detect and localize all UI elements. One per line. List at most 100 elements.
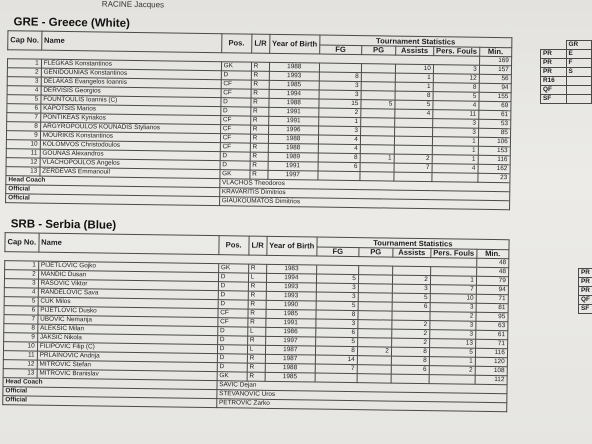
player-hand: R xyxy=(250,134,269,144)
cap-number: 2 xyxy=(4,269,39,280)
side-row: PR xyxy=(578,286,592,296)
stat-pg xyxy=(360,126,395,137)
player-hand: R xyxy=(247,318,266,328)
header-lr: L/R xyxy=(248,236,267,256)
stat-min: 153 xyxy=(478,146,511,156)
player-position: CF xyxy=(219,142,251,153)
stat-min: 108 xyxy=(474,366,508,376)
staff-role: Official xyxy=(2,395,217,408)
stat-min: 106 xyxy=(478,137,511,147)
side-round-label: PR xyxy=(578,268,592,278)
stat-min: 79 xyxy=(476,276,509,286)
stat-min: 69 xyxy=(478,101,511,111)
team-title-srb: SRB - Serbia (Blue) xyxy=(10,218,117,232)
stat-pg xyxy=(357,301,393,312)
stat-pg xyxy=(359,162,395,173)
cap-number: 2 xyxy=(7,67,42,78)
stat-pg xyxy=(360,117,395,128)
player-hand: R xyxy=(250,71,270,81)
stat-pg xyxy=(356,373,392,384)
player-hand: L xyxy=(247,327,266,337)
player-hand: R xyxy=(248,282,267,292)
team-table-srb: Cap No. Name Pos. L/R Year of Birth Tournamen… xyxy=(2,232,509,412)
stat-pg: 1 xyxy=(360,153,395,164)
header-min: Min. xyxy=(476,249,509,259)
stat-min: 71 xyxy=(475,339,508,349)
cap-number: 5 xyxy=(4,296,38,307)
side-round-label: PR xyxy=(540,67,567,77)
stat-min: 53 xyxy=(478,119,511,129)
header-cap: Cap No. xyxy=(4,232,39,253)
side-round-label: PR xyxy=(540,49,567,59)
player-hand: R xyxy=(250,125,269,135)
header-row: Cap No. Name Pos. L/R Year of Birth Tournamen… xyxy=(4,232,509,257)
player-position: D xyxy=(217,335,248,346)
side-row: SF xyxy=(540,94,592,104)
stat-min: 162 xyxy=(477,164,510,174)
stat-min: 81 xyxy=(475,303,508,313)
cap-number: 1 xyxy=(7,58,42,69)
header-pers-fouls: Pers. Fouls xyxy=(430,248,477,259)
player-position: D xyxy=(220,97,251,108)
player-hand: R xyxy=(247,300,266,310)
side-round-value xyxy=(565,94,592,104)
player-position: D xyxy=(218,272,249,283)
stat-pg xyxy=(360,90,396,101)
player-hand: R xyxy=(250,89,269,99)
cap-number: 9 xyxy=(3,332,38,343)
cap-number: 8 xyxy=(6,121,41,132)
player-hand: R xyxy=(247,291,267,301)
side-row: PR S xyxy=(540,67,592,77)
stat-pg xyxy=(360,144,395,155)
side-round-value xyxy=(565,85,592,95)
cap-number: 13 xyxy=(3,368,37,379)
stat-pg xyxy=(357,337,392,348)
player-position: CF xyxy=(220,79,251,90)
player-position: D xyxy=(221,70,252,81)
header-min: Min. xyxy=(479,47,512,57)
cap-number: 11 xyxy=(3,350,38,361)
stat-pg xyxy=(358,265,393,276)
header-assists: Assists xyxy=(392,248,431,258)
side-row: PR E xyxy=(540,49,592,59)
stat-min: 56 xyxy=(479,74,512,84)
cap-number: 12 xyxy=(6,157,40,168)
player-position: D xyxy=(217,326,248,337)
cap-number: 3 xyxy=(7,76,42,87)
side-row: PR xyxy=(578,277,592,287)
header-pg: PG xyxy=(358,247,393,258)
player-hand: R xyxy=(248,264,267,274)
side-round-value: E xyxy=(565,49,592,59)
cap-number: 4 xyxy=(7,85,41,96)
stat-pg xyxy=(361,72,396,83)
header-yob: Year of Birth xyxy=(269,34,320,55)
cap-number: 10 xyxy=(3,341,38,352)
header-pos: Pos. xyxy=(218,235,249,256)
side-header-row: GR xyxy=(541,40,592,50)
header-pos: Pos. xyxy=(221,33,252,54)
side-round-value xyxy=(565,76,592,86)
side-round-value: S xyxy=(565,67,592,77)
side-box-gre: GR PR E PR F PR S R16 QF SF xyxy=(540,40,592,104)
stat-pg xyxy=(357,355,392,366)
stat-min: 116 xyxy=(475,348,508,358)
player-position: GK xyxy=(219,169,250,180)
cap-number: 6 xyxy=(3,305,38,316)
player-hand: R xyxy=(249,161,268,171)
header-row: Cap No. Name Pos. L/R Year of Birth Tournamen… xyxy=(7,30,512,55)
player-position: D xyxy=(217,290,249,301)
player-position: D xyxy=(216,362,248,373)
side-row: QF xyxy=(578,295,592,305)
cap-number: 8 xyxy=(3,323,38,334)
player-position: CF xyxy=(217,317,248,328)
stat-pg xyxy=(360,135,395,146)
top-text: RACINE Jacques xyxy=(101,0,165,10)
stat-min: 157 xyxy=(479,65,512,75)
player-hand: R xyxy=(246,372,265,382)
side-round-label: SF xyxy=(540,94,567,104)
header-name: Name xyxy=(38,233,219,255)
player-hand: R xyxy=(251,62,270,72)
player-position: D xyxy=(218,281,249,292)
player-position: CF xyxy=(220,133,251,144)
stat-pg xyxy=(357,310,392,321)
